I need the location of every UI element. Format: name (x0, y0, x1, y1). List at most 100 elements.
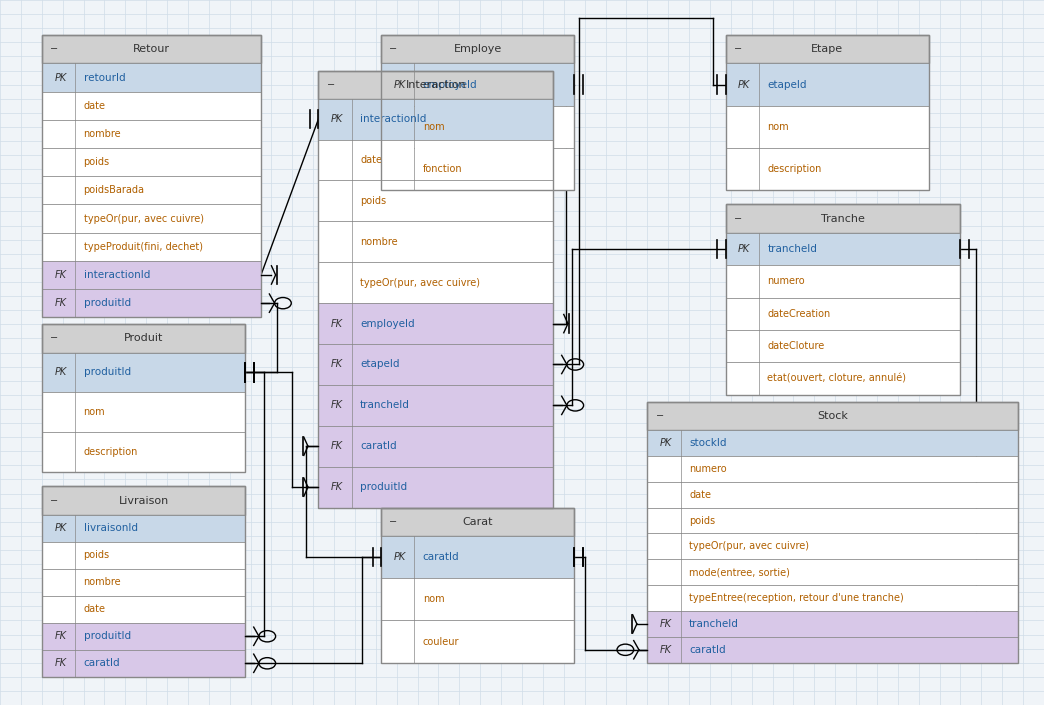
Text: −: − (734, 44, 742, 54)
Text: Tranche: Tranche (821, 214, 865, 223)
FancyBboxPatch shape (647, 456, 1018, 482)
Text: typeOr(pur, avec cuivre): typeOr(pur, avec cuivre) (360, 278, 480, 288)
FancyBboxPatch shape (647, 585, 1018, 611)
Text: employeId: employeId (360, 319, 414, 329)
Text: couleur: couleur (423, 637, 459, 646)
Text: typeEntree(reception, retour d'une tranche): typeEntree(reception, retour d'une tranc… (689, 593, 904, 603)
Text: description: description (767, 164, 822, 174)
FancyBboxPatch shape (726, 330, 960, 362)
Text: FK: FK (331, 319, 342, 329)
Text: date: date (84, 101, 105, 111)
Text: PK: PK (394, 80, 406, 90)
Text: typeProduit(fini, dechet): typeProduit(fini, dechet) (84, 242, 203, 252)
FancyBboxPatch shape (647, 534, 1018, 559)
FancyBboxPatch shape (726, 233, 960, 265)
FancyBboxPatch shape (42, 352, 245, 393)
FancyBboxPatch shape (42, 515, 245, 541)
Text: FK: FK (331, 360, 342, 369)
Text: poids: poids (84, 157, 110, 167)
Text: dateCloture: dateCloture (767, 341, 825, 351)
Text: numero: numero (767, 276, 805, 286)
FancyBboxPatch shape (318, 70, 553, 99)
FancyBboxPatch shape (42, 650, 245, 677)
FancyBboxPatch shape (42, 176, 261, 204)
Text: interactionId: interactionId (360, 114, 427, 124)
Text: nom: nom (767, 122, 789, 132)
FancyBboxPatch shape (381, 106, 574, 148)
FancyBboxPatch shape (42, 233, 261, 261)
Text: −: − (50, 496, 58, 505)
Text: Employe: Employe (453, 44, 502, 54)
FancyBboxPatch shape (381, 508, 574, 536)
Text: date: date (84, 604, 105, 614)
Text: PK: PK (331, 114, 343, 124)
Text: Produit: Produit (124, 333, 163, 343)
FancyBboxPatch shape (726, 265, 960, 298)
Text: −: − (327, 80, 335, 90)
Text: trancheId: trancheId (689, 619, 739, 629)
Text: poids: poids (689, 515, 715, 525)
FancyBboxPatch shape (726, 106, 929, 148)
Text: nombre: nombre (84, 577, 121, 587)
Text: interactionId: interactionId (84, 270, 150, 280)
Text: dateCreation: dateCreation (767, 309, 831, 319)
Text: −: − (50, 44, 58, 54)
Text: Interaction: Interaction (405, 80, 467, 90)
Text: PK: PK (660, 438, 672, 448)
Text: −: − (389, 44, 398, 54)
Text: description: description (84, 448, 138, 458)
Text: FK: FK (331, 441, 342, 451)
Text: Etape: Etape (811, 44, 844, 54)
FancyBboxPatch shape (318, 344, 553, 385)
FancyBboxPatch shape (726, 204, 960, 233)
Text: Retour: Retour (133, 44, 170, 54)
FancyBboxPatch shape (42, 541, 245, 569)
FancyBboxPatch shape (42, 35, 261, 63)
Text: trancheId: trancheId (767, 244, 817, 254)
FancyBboxPatch shape (42, 261, 261, 289)
Text: PK: PK (394, 552, 406, 562)
FancyBboxPatch shape (381, 578, 574, 620)
FancyBboxPatch shape (42, 569, 245, 596)
FancyBboxPatch shape (42, 486, 245, 515)
Text: nom: nom (423, 122, 445, 132)
Text: livraisonId: livraisonId (84, 523, 138, 533)
FancyBboxPatch shape (42, 63, 261, 92)
Text: etat(ouvert, cloture, annulé): etat(ouvert, cloture, annulé) (767, 374, 906, 384)
FancyBboxPatch shape (42, 324, 245, 352)
Text: FK: FK (660, 645, 671, 655)
Text: poids: poids (84, 550, 110, 560)
FancyBboxPatch shape (647, 482, 1018, 508)
Text: FK: FK (54, 298, 66, 308)
FancyBboxPatch shape (318, 180, 553, 221)
Text: Livraison: Livraison (118, 496, 169, 505)
FancyBboxPatch shape (647, 508, 1018, 534)
Text: PK: PK (738, 80, 751, 90)
Text: PK: PK (54, 367, 67, 377)
Text: poidsBarada: poidsBarada (84, 185, 144, 195)
Text: −: − (389, 517, 398, 527)
Text: nombre: nombre (84, 129, 121, 139)
Text: caratId: caratId (84, 658, 120, 668)
FancyBboxPatch shape (42, 393, 245, 432)
FancyBboxPatch shape (318, 467, 553, 508)
Text: PK: PK (54, 523, 67, 533)
Text: PK: PK (54, 73, 67, 82)
Text: Stock: Stock (817, 411, 848, 421)
Text: caratId: caratId (360, 441, 397, 451)
FancyBboxPatch shape (318, 262, 553, 303)
Text: trancheId: trancheId (360, 400, 410, 410)
Text: numero: numero (689, 464, 727, 474)
FancyBboxPatch shape (42, 148, 261, 176)
FancyBboxPatch shape (381, 148, 574, 190)
Text: nom: nom (423, 594, 445, 604)
Text: poids: poids (360, 196, 386, 206)
FancyBboxPatch shape (726, 148, 929, 190)
FancyBboxPatch shape (381, 620, 574, 663)
FancyBboxPatch shape (318, 221, 553, 262)
Text: fonction: fonction (423, 164, 462, 174)
Text: nombre: nombre (360, 237, 398, 247)
Text: FK: FK (331, 482, 342, 492)
FancyBboxPatch shape (647, 637, 1018, 663)
Text: FK: FK (331, 400, 342, 410)
